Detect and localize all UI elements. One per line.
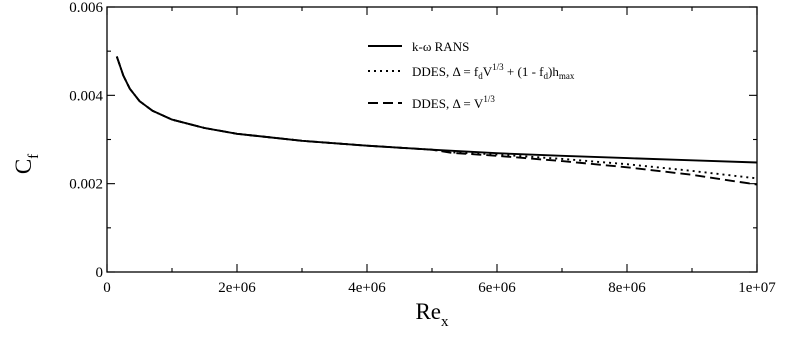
y-axis-ticks: 0 0.002 0.004 0.006 xyxy=(69,0,757,281)
series-layer xyxy=(115,56,758,186)
x-tick-label: 2e+06 xyxy=(218,280,256,296)
x-tick-label: 6e+06 xyxy=(478,280,516,296)
y-tick-label: 0.002 xyxy=(69,177,103,193)
x-tick-label: 8e+06 xyxy=(608,280,646,296)
x-tick-label: 1e+07 xyxy=(738,280,776,296)
y-axis-title: Cf xyxy=(11,154,42,174)
legend-label-2: DDES, Δ = fdV1/3 + (1 - fd)hmax xyxy=(412,62,575,81)
y-tick-label: 0.006 xyxy=(69,0,103,16)
legend-label-3: DDES, Δ = V1/3 xyxy=(412,94,495,111)
y-tick-label: 0 xyxy=(96,265,104,281)
x-axis-title-main: Re xyxy=(415,299,441,324)
x-tick-label: 4e+06 xyxy=(348,280,386,296)
x-axis-title-sub: x xyxy=(441,314,449,330)
y-tick-label: 0.004 xyxy=(69,88,103,104)
legend: k-ω RANS DDES, Δ = fdV1/3 + (1 - fd)hmax… xyxy=(368,39,575,111)
y-axis-title-sub: f xyxy=(26,154,42,159)
x-axis-title: Rex xyxy=(415,299,449,330)
x-tick-label: 0 xyxy=(103,280,111,296)
series-line-dashed xyxy=(115,56,758,186)
y-axis-title-main: C xyxy=(11,159,36,174)
x-axis-ticks: 0 2e+06 4e+06 6e+06 8e+06 1e+07 xyxy=(103,7,776,296)
legend-label-1: k-ω RANS xyxy=(412,39,469,54)
